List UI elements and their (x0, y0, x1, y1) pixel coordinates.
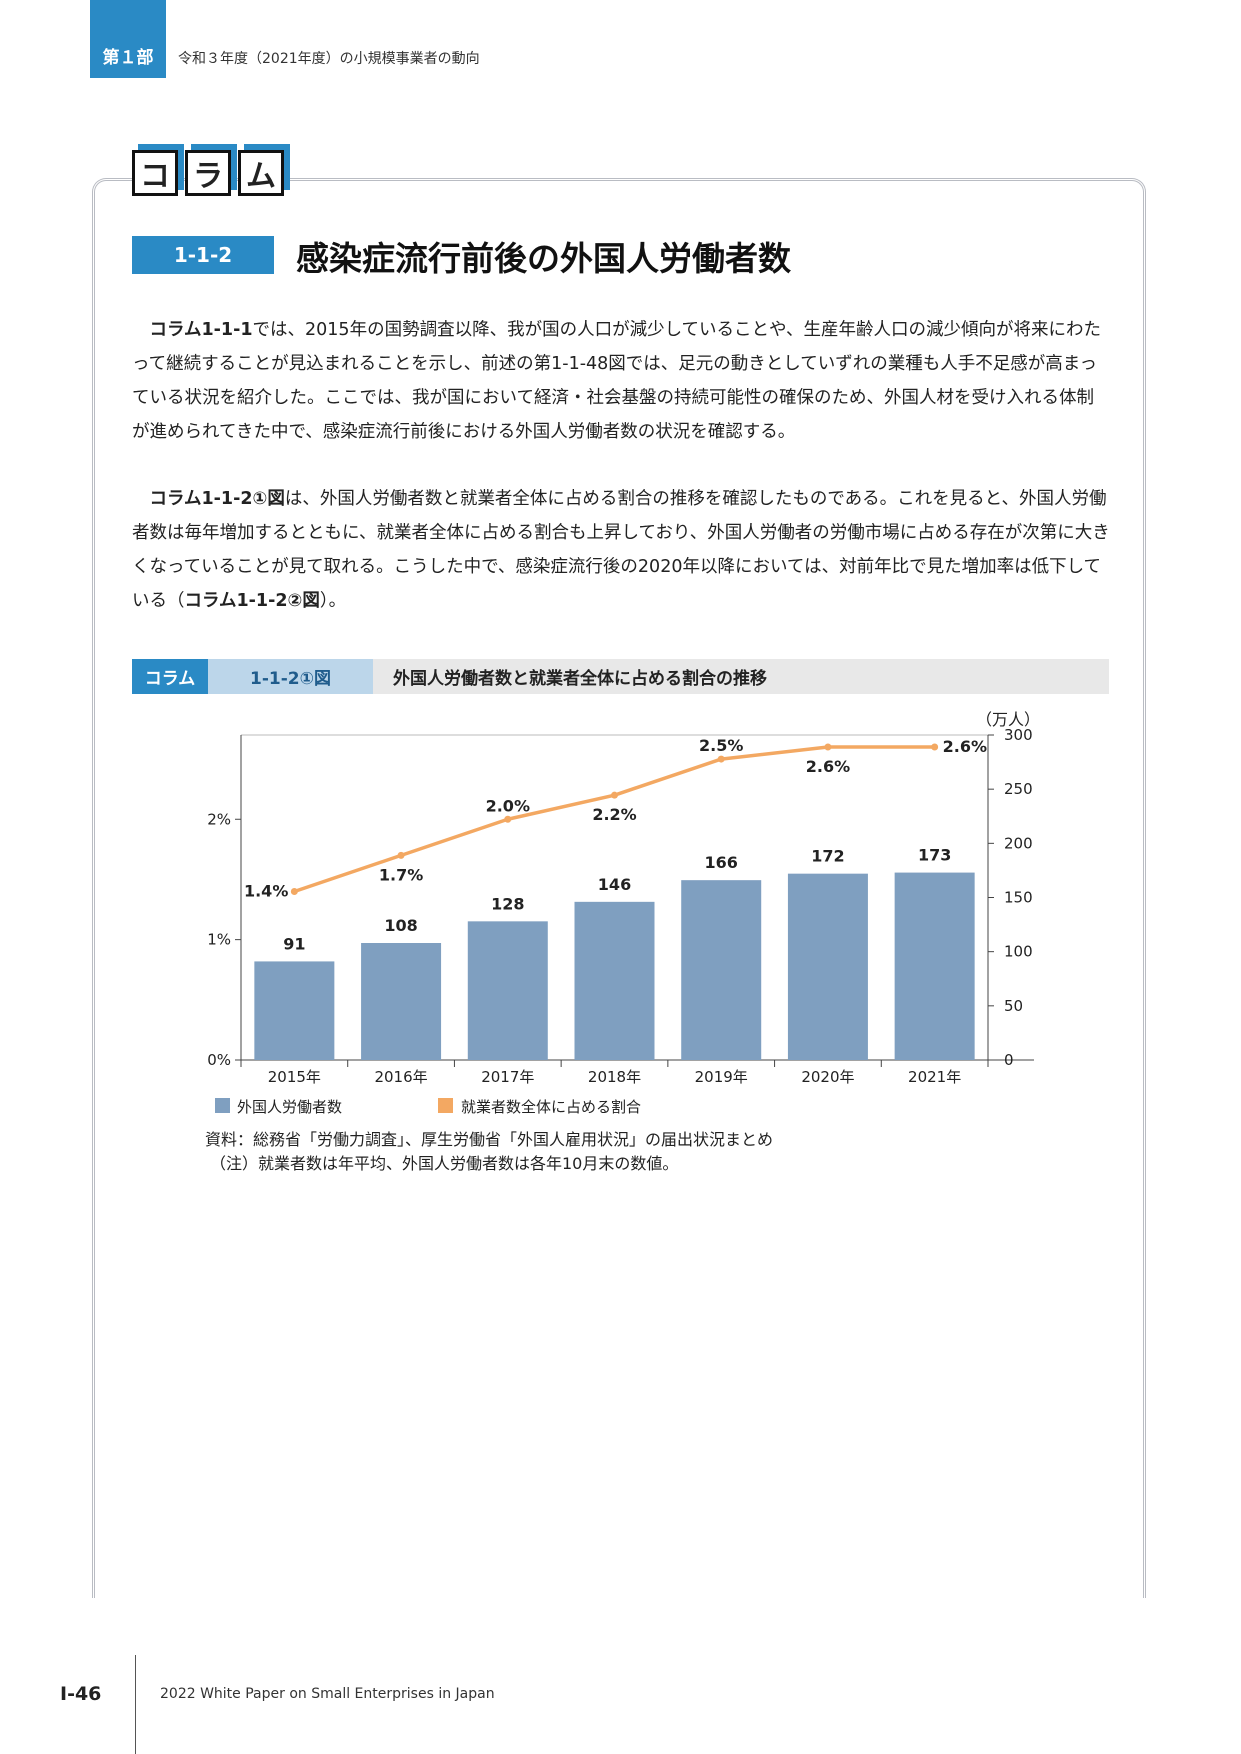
bar-value-label: 108 (384, 916, 417, 935)
column-badge: コ ラ ム (132, 150, 291, 196)
left-axis-tick-label: 2% (207, 810, 231, 828)
line-point (717, 755, 725, 763)
paragraph-2-text: は、外国人労働者数と就業者全体に占める割合の推移を確認したものである。これを見る… (132, 489, 1110, 611)
bar-value-label: 146 (598, 875, 631, 894)
bar (467, 921, 548, 1060)
section-title: 感染症流行前後の外国人労働者数 (296, 239, 791, 278)
left-axis-tick-label: 0% (207, 1051, 231, 1069)
publication-title: 2022 White Paper on Small Enterprises in… (160, 1686, 495, 1702)
column-badge-char: ム (238, 150, 284, 196)
legend-swatch-line (438, 1098, 453, 1113)
bar (894, 872, 975, 1060)
line-value-label: 2.2% (592, 805, 636, 824)
paragraph-2-tail: ）。 (319, 591, 347, 611)
line-value-label: 2.0% (486, 796, 530, 815)
line-value-label: 1.7% (379, 865, 423, 884)
column-badge-char: ラ (185, 150, 231, 196)
right-axis-tick-label: 250 (1004, 780, 1033, 798)
line-value-label: 1.4% (244, 881, 288, 900)
part-label: 第１部 (90, 0, 166, 78)
figure-title: 外国人労働者数と就業者全体に占める割合の推移 (393, 669, 767, 689)
right-axis-tick-label: 100 (1004, 943, 1033, 961)
line-point (290, 887, 298, 895)
right-axis-tick-label: 300 (1004, 726, 1033, 744)
right-axis-unit: （万人） (976, 710, 1040, 729)
paragraph-2-ref: コラム1-1-2②図 (184, 591, 320, 611)
bar (361, 943, 442, 1060)
bar-value-label: 172 (811, 847, 844, 866)
x-axis-tick-label: 2020年 (801, 1068, 854, 1086)
line-point (824, 743, 832, 751)
paragraph-1-text: では、2015年の国勢調査以降、我が国の人口が減少していることや、生産年齢人口の… (132, 320, 1102, 442)
figure-source: 資料：総務省「労働力調査」、厚生労働省「外国人雇用状況」の届出状況まとめ (205, 1130, 774, 1149)
paragraph-1: コラム1-1-1では、2015年の国勢調査以降、我が国の人口が減少していることや… (132, 313, 1110, 449)
x-axis-tick-label: 2017年 (481, 1068, 534, 1086)
x-axis-tick-label: 2021年 (908, 1068, 961, 1086)
bar-value-label: 91 (283, 934, 305, 953)
figure-header: コラム 1-1-2①図 外国人労働者数と就業者全体に占める割合の推移 (132, 659, 1109, 694)
right-axis-tick-label: 200 (1004, 834, 1033, 852)
bar (254, 961, 335, 1060)
right-axis-tick-label: 50 (1004, 997, 1023, 1015)
line-value-label: 2.6% (806, 757, 850, 776)
bar (574, 901, 655, 1060)
line-point (397, 851, 405, 859)
footer-divider (135, 1655, 136, 1754)
left-axis-tick-label: 1% (207, 931, 231, 949)
x-axis-tick-label: 2015年 (268, 1068, 321, 1086)
paragraph-2-lead: コラム1-1-2①図 (149, 489, 285, 509)
paragraph-1-lead: コラム1-1-1 (149, 320, 253, 340)
right-axis-tick-label: 0 (1004, 1051, 1014, 1069)
bar-value-label: 173 (918, 846, 951, 865)
x-axis-tick-label: 2016年 (374, 1068, 427, 1086)
column-frame (92, 178, 1146, 1598)
legend-swatch-bars (215, 1098, 230, 1113)
figure-note: （注）就業者数は年平均、外国人労働者数は各年10月末の数値。 (210, 1154, 679, 1173)
line-value-label: 2.6% (943, 737, 987, 756)
line-point (504, 815, 512, 823)
figure-number: 1-1-2①図 (208, 659, 373, 694)
page-number: I-46 (60, 1683, 102, 1705)
line-point (931, 743, 939, 751)
part-title: 令和３年度（2021年度）の小規模事業者の動向 (178, 51, 480, 67)
bar-value-label: 128 (491, 894, 524, 913)
line-value-label: 2.5% (699, 736, 743, 755)
legend-label-bars: 外国人労働者数 (237, 1098, 342, 1116)
section-number: 1-1-2 (132, 236, 274, 274)
line-point (611, 791, 618, 799)
bar (787, 873, 868, 1060)
x-axis-tick-label: 2019年 (695, 1068, 748, 1086)
legend-label-line: 就業者数全体に占める割合 (461, 1098, 641, 1116)
paragraph-2: コラム1-1-2①図は、外国人労働者数と就業者全体に占める割合の推移を確認したも… (132, 482, 1110, 618)
x-axis-tick-label: 2018年 (588, 1068, 641, 1086)
column-badge-char: コ (132, 150, 178, 196)
figure-tag: コラム (132, 659, 208, 694)
bar (681, 880, 762, 1060)
bar-value-label: 166 (705, 853, 738, 872)
right-axis-tick-label: 150 (1004, 889, 1033, 907)
